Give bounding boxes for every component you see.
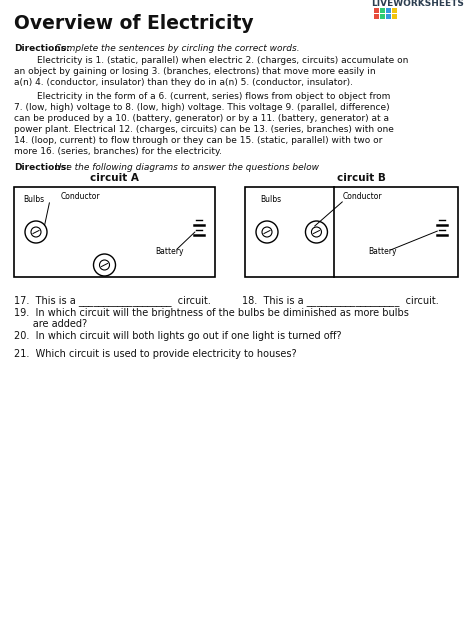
Circle shape (305, 221, 328, 243)
Text: are added?: are added? (14, 319, 87, 329)
Text: 19.  In which circuit will the brightness of the bulbs be diminished as more bul: 19. In which circuit will the brightness… (14, 308, 409, 318)
Text: Battery: Battery (368, 247, 396, 256)
Text: Bulbs: Bulbs (23, 195, 45, 204)
Bar (380, 14, 385, 19)
Text: 17.  This is a ___________________  circuit.: 17. This is a ___________________ circui… (14, 295, 211, 306)
Text: Conductor: Conductor (342, 192, 382, 201)
Text: Complete the sentences by circling the correct words.: Complete the sentences by circling the c… (52, 44, 300, 53)
Text: Overview of Electricity: Overview of Electricity (14, 14, 254, 33)
Text: circuit B: circuit B (337, 173, 386, 183)
Circle shape (31, 227, 41, 237)
Circle shape (311, 227, 321, 237)
Bar (386, 8, 391, 13)
Text: more 16. (series, branches) for the electricity.: more 16. (series, branches) for the elec… (14, 147, 222, 156)
Text: Conductor: Conductor (61, 192, 100, 201)
Bar (392, 14, 397, 19)
Bar (245, 187, 458, 277)
Text: Directions:: Directions: (14, 44, 70, 53)
Text: 20.  In which circuit will both lights go out if one light is turned off?: 20. In which circuit will both lights go… (14, 331, 341, 341)
Bar (14, 187, 215, 277)
Text: 18.  This is a ___________________  circuit.: 18. This is a ___________________ circui… (242, 295, 439, 306)
Text: Directions:: Directions: (14, 163, 70, 172)
Text: Bulbs: Bulbs (260, 195, 282, 204)
Text: a(n) 4. (conductor, insulator) than they do in a(n) 5. (conductor, insulator).: a(n) 4. (conductor, insulator) than they… (14, 78, 353, 87)
Text: Use the following diagrams to answer the questions below: Use the following diagrams to answer the… (52, 163, 319, 172)
Bar (392, 8, 397, 13)
Circle shape (256, 221, 278, 243)
Bar (386, 14, 391, 19)
Circle shape (100, 260, 109, 270)
Text: 21.  Which circuit is used to provide electricity to houses?: 21. Which circuit is used to provide ele… (14, 349, 297, 359)
Text: can be produced by a 10. (battery, generator) or by a 11. (battery, generator) a: can be produced by a 10. (battery, gener… (14, 114, 389, 123)
Text: an object by gaining or losing 3. (branches, electrons) that move more easily in: an object by gaining or losing 3. (branc… (14, 67, 375, 76)
Text: 7. (low, high) voltage to 8. (low, high) voltage. This voltage 9. (parallel, dif: 7. (low, high) voltage to 8. (low, high)… (14, 103, 390, 112)
Circle shape (93, 254, 116, 276)
Bar (374, 14, 379, 19)
Bar (380, 8, 385, 13)
Text: Electricity in the form of a 6. (current, series) flows from object to object fr: Electricity in the form of a 6. (current… (14, 92, 391, 101)
Text: LIVEWORKSHEETS: LIVEWORKSHEETS (371, 0, 464, 8)
Text: Battery: Battery (155, 247, 183, 256)
Circle shape (25, 221, 47, 243)
Text: 14. (loop, current) to flow through or they can be 15. (static, parallel) with t: 14. (loop, current) to flow through or t… (14, 136, 383, 145)
Text: power plant. Electrical 12. (charges, circuits) can be 13. (series, branches) wi: power plant. Electrical 12. (charges, ci… (14, 125, 394, 134)
Bar (374, 8, 379, 13)
Text: Electricity is 1. (static, parallel) when electric 2. (charges, circuits) accumu: Electricity is 1. (static, parallel) whe… (14, 56, 409, 65)
Circle shape (262, 227, 272, 237)
Text: circuit A: circuit A (90, 173, 139, 183)
